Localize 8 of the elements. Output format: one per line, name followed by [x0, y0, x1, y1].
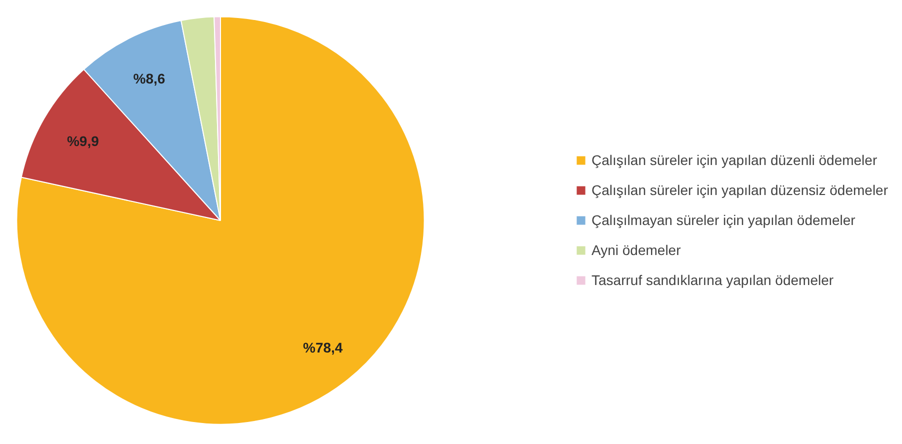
legend-label: Çalışılan süreler için yapılan düzensiz ödemeler — [592, 182, 888, 198]
data-label: %8,6 — [133, 70, 166, 86]
legend-label: Çalışılan süreler için yapılan düzenli ödemeler — [592, 152, 878, 168]
data-label: %9,9 — [66, 132, 100, 149]
legend-label: Ayni ödemeler — [592, 242, 681, 258]
legend-label: Çalışılmayan süreler için yapılan ödemeler — [592, 212, 856, 228]
legend-label: Tasarruf sandıklarına yapılan ödemeler — [592, 272, 834, 288]
data-label: %78,4 — [302, 339, 343, 356]
